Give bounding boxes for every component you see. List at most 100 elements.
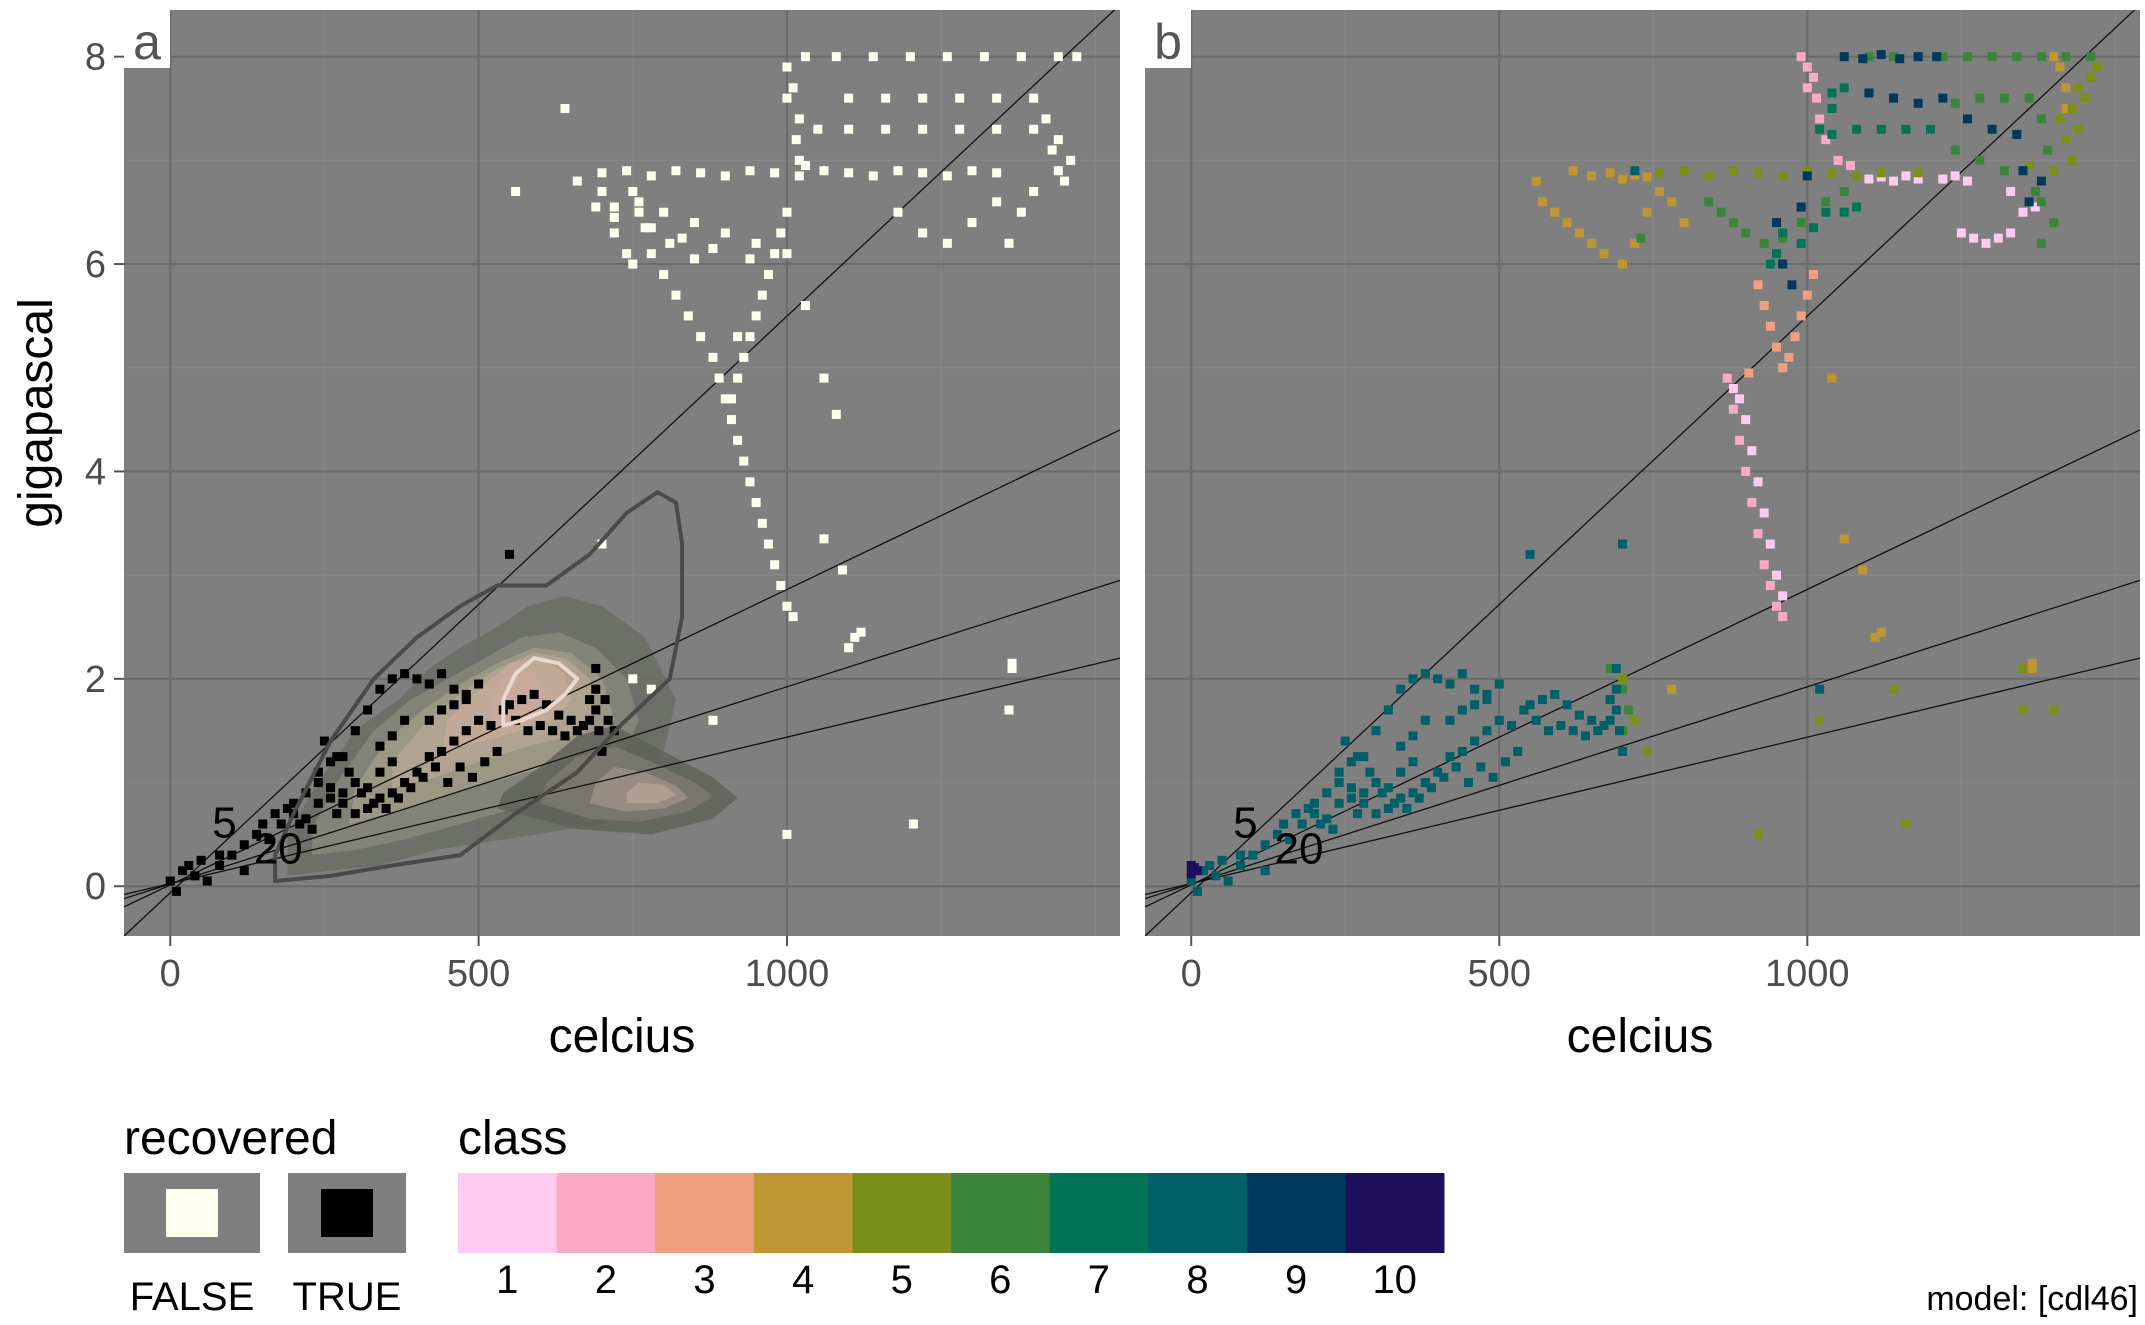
- data-point: [1901, 124, 1911, 134]
- data-point: [646, 249, 656, 259]
- data-point: [171, 886, 181, 896]
- data-point: [800, 301, 810, 311]
- data-point: [1537, 695, 1547, 705]
- data-point: [1889, 52, 1899, 62]
- data-point: [412, 767, 422, 777]
- data-point: [1303, 803, 1313, 813]
- data-point: [659, 269, 669, 279]
- data-point: [1772, 249, 1782, 259]
- data-point: [696, 168, 706, 178]
- data-point: [437, 746, 447, 756]
- data-point: [2030, 186, 2040, 196]
- line-annotation: 20: [1275, 824, 1324, 873]
- data-point: [1753, 280, 1763, 290]
- x-tick-label: 0: [160, 953, 181, 995]
- data-point: [270, 809, 280, 819]
- data-point: [548, 726, 558, 736]
- data-point: [782, 93, 792, 103]
- data-point: [1562, 218, 1572, 228]
- data-point: [2012, 129, 2022, 139]
- data-point: [1858, 54, 1868, 64]
- data-point: [1611, 684, 1621, 694]
- data-point: [449, 700, 459, 710]
- line-annotation: 20: [254, 824, 303, 873]
- data-point: [726, 415, 736, 425]
- data-point: [1815, 114, 1825, 124]
- data-point: [2061, 52, 2071, 62]
- data-point: [881, 124, 891, 134]
- reference-line: [1145, 657, 2140, 896]
- panel-b: 5 20 b 0 500 1000: [1145, 10, 2140, 995]
- data-point: [1550, 689, 1560, 699]
- data-point: [813, 124, 823, 134]
- data-point: [387, 731, 397, 741]
- data-point: [868, 171, 878, 181]
- data-point: [184, 860, 194, 870]
- data-point: [1735, 394, 1745, 404]
- data-point: [1784, 352, 1794, 362]
- data-point: [634, 197, 644, 207]
- data-point: [1975, 93, 1985, 103]
- data-point: [844, 124, 854, 134]
- data-point: [375, 741, 385, 751]
- data-point: [1802, 166, 1812, 176]
- data-point: [1408, 757, 1418, 767]
- data-point: [1876, 168, 1886, 178]
- data-point: [1870, 632, 1880, 642]
- data-point: [1617, 746, 1627, 756]
- data-point: [227, 850, 237, 860]
- data-point: [659, 207, 669, 217]
- class-colorbar: 1 2 3 4 5 6 7 8 9 10: [458, 1173, 1445, 1302]
- data-point: [1507, 720, 1517, 730]
- data-point: [1852, 171, 1862, 181]
- data-point: [1445, 679, 1455, 689]
- data-point: [1617, 259, 1627, 269]
- data-point: [1396, 767, 1406, 777]
- class-label: 5: [891, 1258, 913, 1302]
- data-point: [424, 752, 434, 762]
- data-point: [646, 223, 656, 233]
- data-point: [313, 767, 323, 777]
- data-point: [1938, 93, 1948, 103]
- data-point: [560, 104, 570, 114]
- data-point: [1457, 705, 1467, 715]
- data-point: [2027, 658, 2037, 668]
- data-point: [511, 186, 521, 196]
- data-point: [1494, 715, 1504, 725]
- data-point: [252, 829, 262, 839]
- class-swatch: [556, 1173, 656, 1253]
- data-point: [2092, 62, 2102, 72]
- data-point: [1802, 62, 1812, 72]
- data-point: [733, 332, 743, 342]
- data-point: [2030, 202, 2040, 212]
- data-point: [800, 161, 810, 171]
- data-point: [1808, 223, 1818, 233]
- x-tick-label: 1000: [1765, 953, 1850, 995]
- recovered-legend: recovered FALSE TRUE: [124, 1112, 406, 1319]
- data-point: [363, 803, 373, 813]
- data-point: [1260, 840, 1270, 850]
- data-point: [1272, 829, 1282, 839]
- data-point: [1322, 814, 1332, 824]
- class-swatch: [1246, 1173, 1346, 1253]
- data-point: [1426, 783, 1436, 793]
- panel-a-x-axis-label: celcius: [549, 1010, 696, 1063]
- data-point: [609, 202, 619, 212]
- data-point: [1753, 168, 1763, 178]
- data-point: [1864, 88, 1874, 98]
- data-point: [1525, 549, 1535, 559]
- data-point: [1587, 715, 1597, 725]
- data-point: [356, 788, 366, 798]
- data-point: [1741, 228, 1751, 238]
- data-point: [1815, 715, 1825, 725]
- data-point: [757, 290, 767, 300]
- data-point: [350, 778, 360, 788]
- data-point: [2036, 238, 2046, 248]
- data-point: [1802, 171, 1812, 181]
- data-point: [449, 736, 459, 746]
- series-5: [1617, 62, 2102, 839]
- data-point: [1624, 705, 1634, 715]
- data-point: [338, 798, 348, 808]
- class-label: 2: [595, 1258, 617, 1302]
- data-point: [1420, 669, 1430, 679]
